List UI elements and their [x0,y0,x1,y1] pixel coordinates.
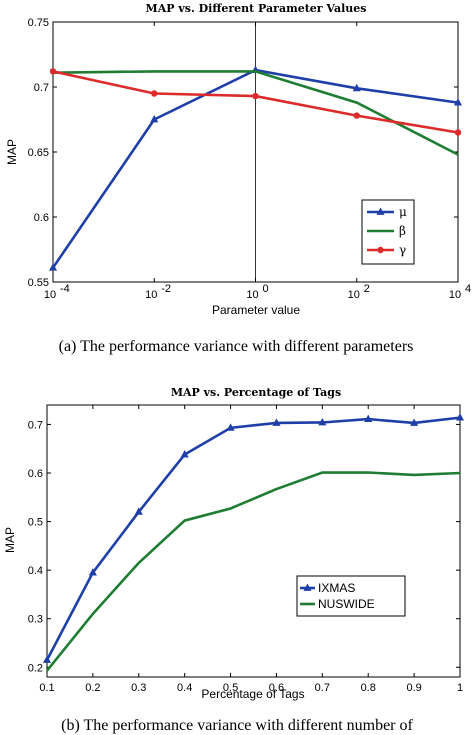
chart-b-series [42,413,465,672]
data-point [134,507,143,515]
data-point [272,418,281,426]
y-tick-label: 0.7 [34,82,49,94]
x-tick-label-exponent: 4 [465,283,471,295]
x-tick-label: 10 [449,289,461,301]
caption-a: (a) The performance variance with differ… [59,338,414,355]
data-point [455,413,465,421]
chart-a-series [48,65,463,271]
x-tick-label: 0.6 [269,682,284,694]
chart-b-x-axis: 0.1 0.2 0.3 0.4 0.5 0.6 0.7 0.8 0.9 1 [39,405,463,694]
chart-a-y-axis: 0.55 0.6 0.65 0.7 0.75 [28,17,458,289]
legend-label: β [399,224,406,238]
y-tick-label: 0.2 [28,662,43,674]
legend-label: NUSWIDE [318,597,375,611]
data-point [364,414,373,423]
data-point [48,263,58,271]
data-point [318,417,327,426]
x-tick-label-exponent: -4 [60,283,70,295]
chart-a-x-label: Parameter value [212,303,300,317]
data-point [42,655,52,663]
chart-a-y-label: MAP [5,139,19,165]
x-tick-label: 0.1 [39,682,54,694]
data-point [252,92,259,100]
chart-b-title: MAP vs. Percentage of Tags [171,386,341,399]
x-tick-label: 1 [457,682,463,694]
legend-marker [303,583,312,591]
x-tick-label: 0.7 [315,682,330,694]
x-tick-label: 10 [246,289,258,301]
caption-b: (b) The performance variance with differ… [61,717,413,734]
chart-b-legend: IXMAS NUSWIDE [296,575,406,617]
series-line-0 [45,416,461,661]
data-point [353,112,360,119]
chart-b-y-label: MAP [3,527,17,553]
x-tick-label-exponent: 2 [364,283,370,295]
x-tick-label: 0.3 [131,682,146,694]
chart-a-x-axis: 10 -4 10 -2 10 0 10 2 10 4 [44,22,471,301]
x-tick-label: 0.5 [223,682,238,694]
x-tick-label-exponent: 0 [263,283,269,295]
y-tick-label: 0.65 [28,147,49,159]
data-point [180,450,189,458]
data-point [151,90,158,97]
chart-a-legend: μβγ [361,199,415,265]
y-tick-label: 0.75 [28,17,49,29]
data-point [453,98,463,106]
legend-marker [377,246,384,254]
y-tick-label: 0.6 [28,468,43,480]
data-point [410,418,419,426]
data-point [150,115,159,123]
x-tick-label: 10 [145,289,157,301]
legend-label: μ [399,205,407,219]
chart-b-plot-area [46,404,461,678]
x-tick-label-exponent: -2 [161,283,171,295]
y-tick-label: 0.5 [28,517,43,529]
data-point [88,568,97,576]
y-tick-label: 0.7 [28,419,43,431]
data-point [49,68,57,75]
x-tick-label: 0.9 [406,682,421,694]
y-tick-label: 0.6 [34,212,49,224]
chart-a: MAP vs. Different Parameter Values 0.550… [5,2,471,317]
legend-label: γ [399,243,406,257]
x-tick-label: 0.2 [85,682,100,694]
data-point [352,83,361,92]
x-tick-label: 0.8 [361,682,376,694]
legend-box [296,575,406,617]
legend-label: IXMAS [318,581,355,595]
x-tick-label: 10 [44,289,56,301]
series-line-1 [45,471,461,672]
chart-b-y-axis: 0.2 0.3 0.4 0.5 0.6 0.7 [28,419,460,674]
data-point [226,423,235,431]
chart-a-title: MAP vs. Different Parameter Values [146,2,367,15]
legend-marker [376,207,385,215]
chart-b-x-label: Percentage of Tags [201,687,304,701]
y-tick-label: 0.55 [28,277,49,289]
y-tick-label: 0.3 [28,614,43,626]
y-tick-label: 0.4 [28,565,43,577]
x-tick-label: 10 [348,289,360,301]
data-point [454,129,462,136]
chart-b: MAP vs. Percentage of Tags 0.20.30.40.50… [3,386,465,701]
x-tick-label: 0.4 [177,682,192,694]
